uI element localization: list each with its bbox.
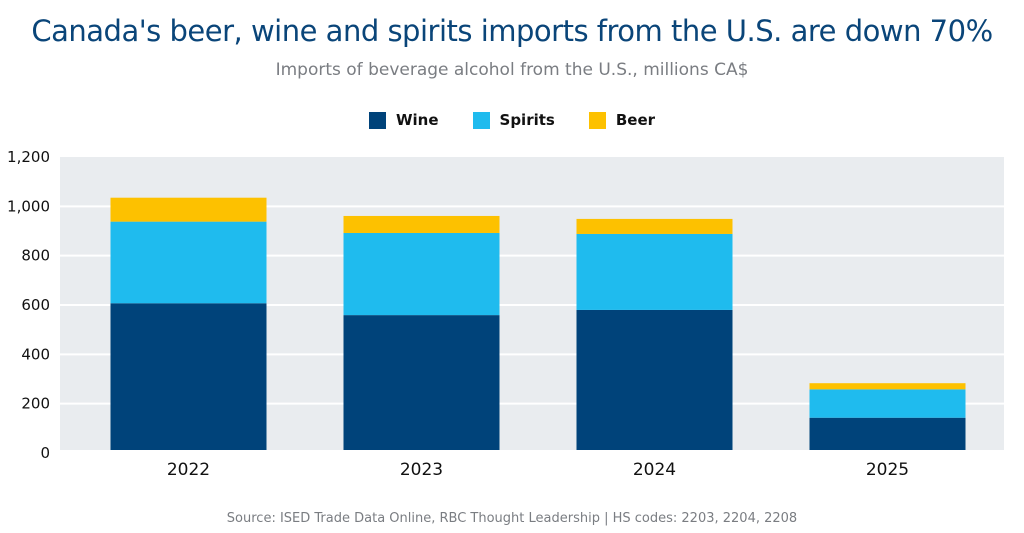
bar-beer-2023 [343,215,500,233]
source-note: Source: ISED Trade Data Online, RBC Thou… [226,511,798,526]
bar-spirits-2025 [809,389,966,418]
chart-subtitle: Imports of beverage alcohol from the U.S… [275,60,749,80]
bar-spirits-2022 [110,221,267,304]
bar-beer-2024 [576,218,733,234]
legend-item-wine: Wine [368,111,439,129]
legend-label: Wine [395,111,439,129]
legend-swatch [588,111,606,129]
legend-label: Beer [615,111,656,129]
x-tick-label: 2024 [633,460,676,480]
legend-item-beer: Beer [588,111,656,129]
y-tick-label: 1,000 [7,197,50,215]
chart-title: Canada's beer, wine and spirits imports … [31,14,993,48]
bar-wine-2025 [809,417,966,450]
y-tick-label: 200 [21,395,50,413]
bar-beer-2022 [110,197,267,222]
legend-swatch [472,111,490,129]
y-tick-label: 1,200 [7,148,50,166]
bar-wine-2024 [576,309,733,450]
x-tick-label: 2025 [866,460,909,480]
legend-label: Spirits [499,111,555,129]
x-tick-label: 2023 [400,460,443,480]
legend-item-spirits: Spirits [472,111,555,129]
y-tick-label: 800 [21,247,50,265]
bar-spirits-2023 [343,232,500,316]
bar-wine-2022 [110,303,267,450]
bar-spirits-2024 [576,233,733,310]
y-tick-label: 600 [21,296,50,314]
x-tick-label: 2022 [167,460,210,480]
bar-beer-2025 [809,383,966,390]
y-tick-label: 400 [21,345,50,363]
legend-swatch [368,111,386,129]
legend: Wine Spirits Beer [0,111,1024,129]
bar-wine-2023 [343,315,500,450]
y-tick-label: 0 [40,444,50,462]
